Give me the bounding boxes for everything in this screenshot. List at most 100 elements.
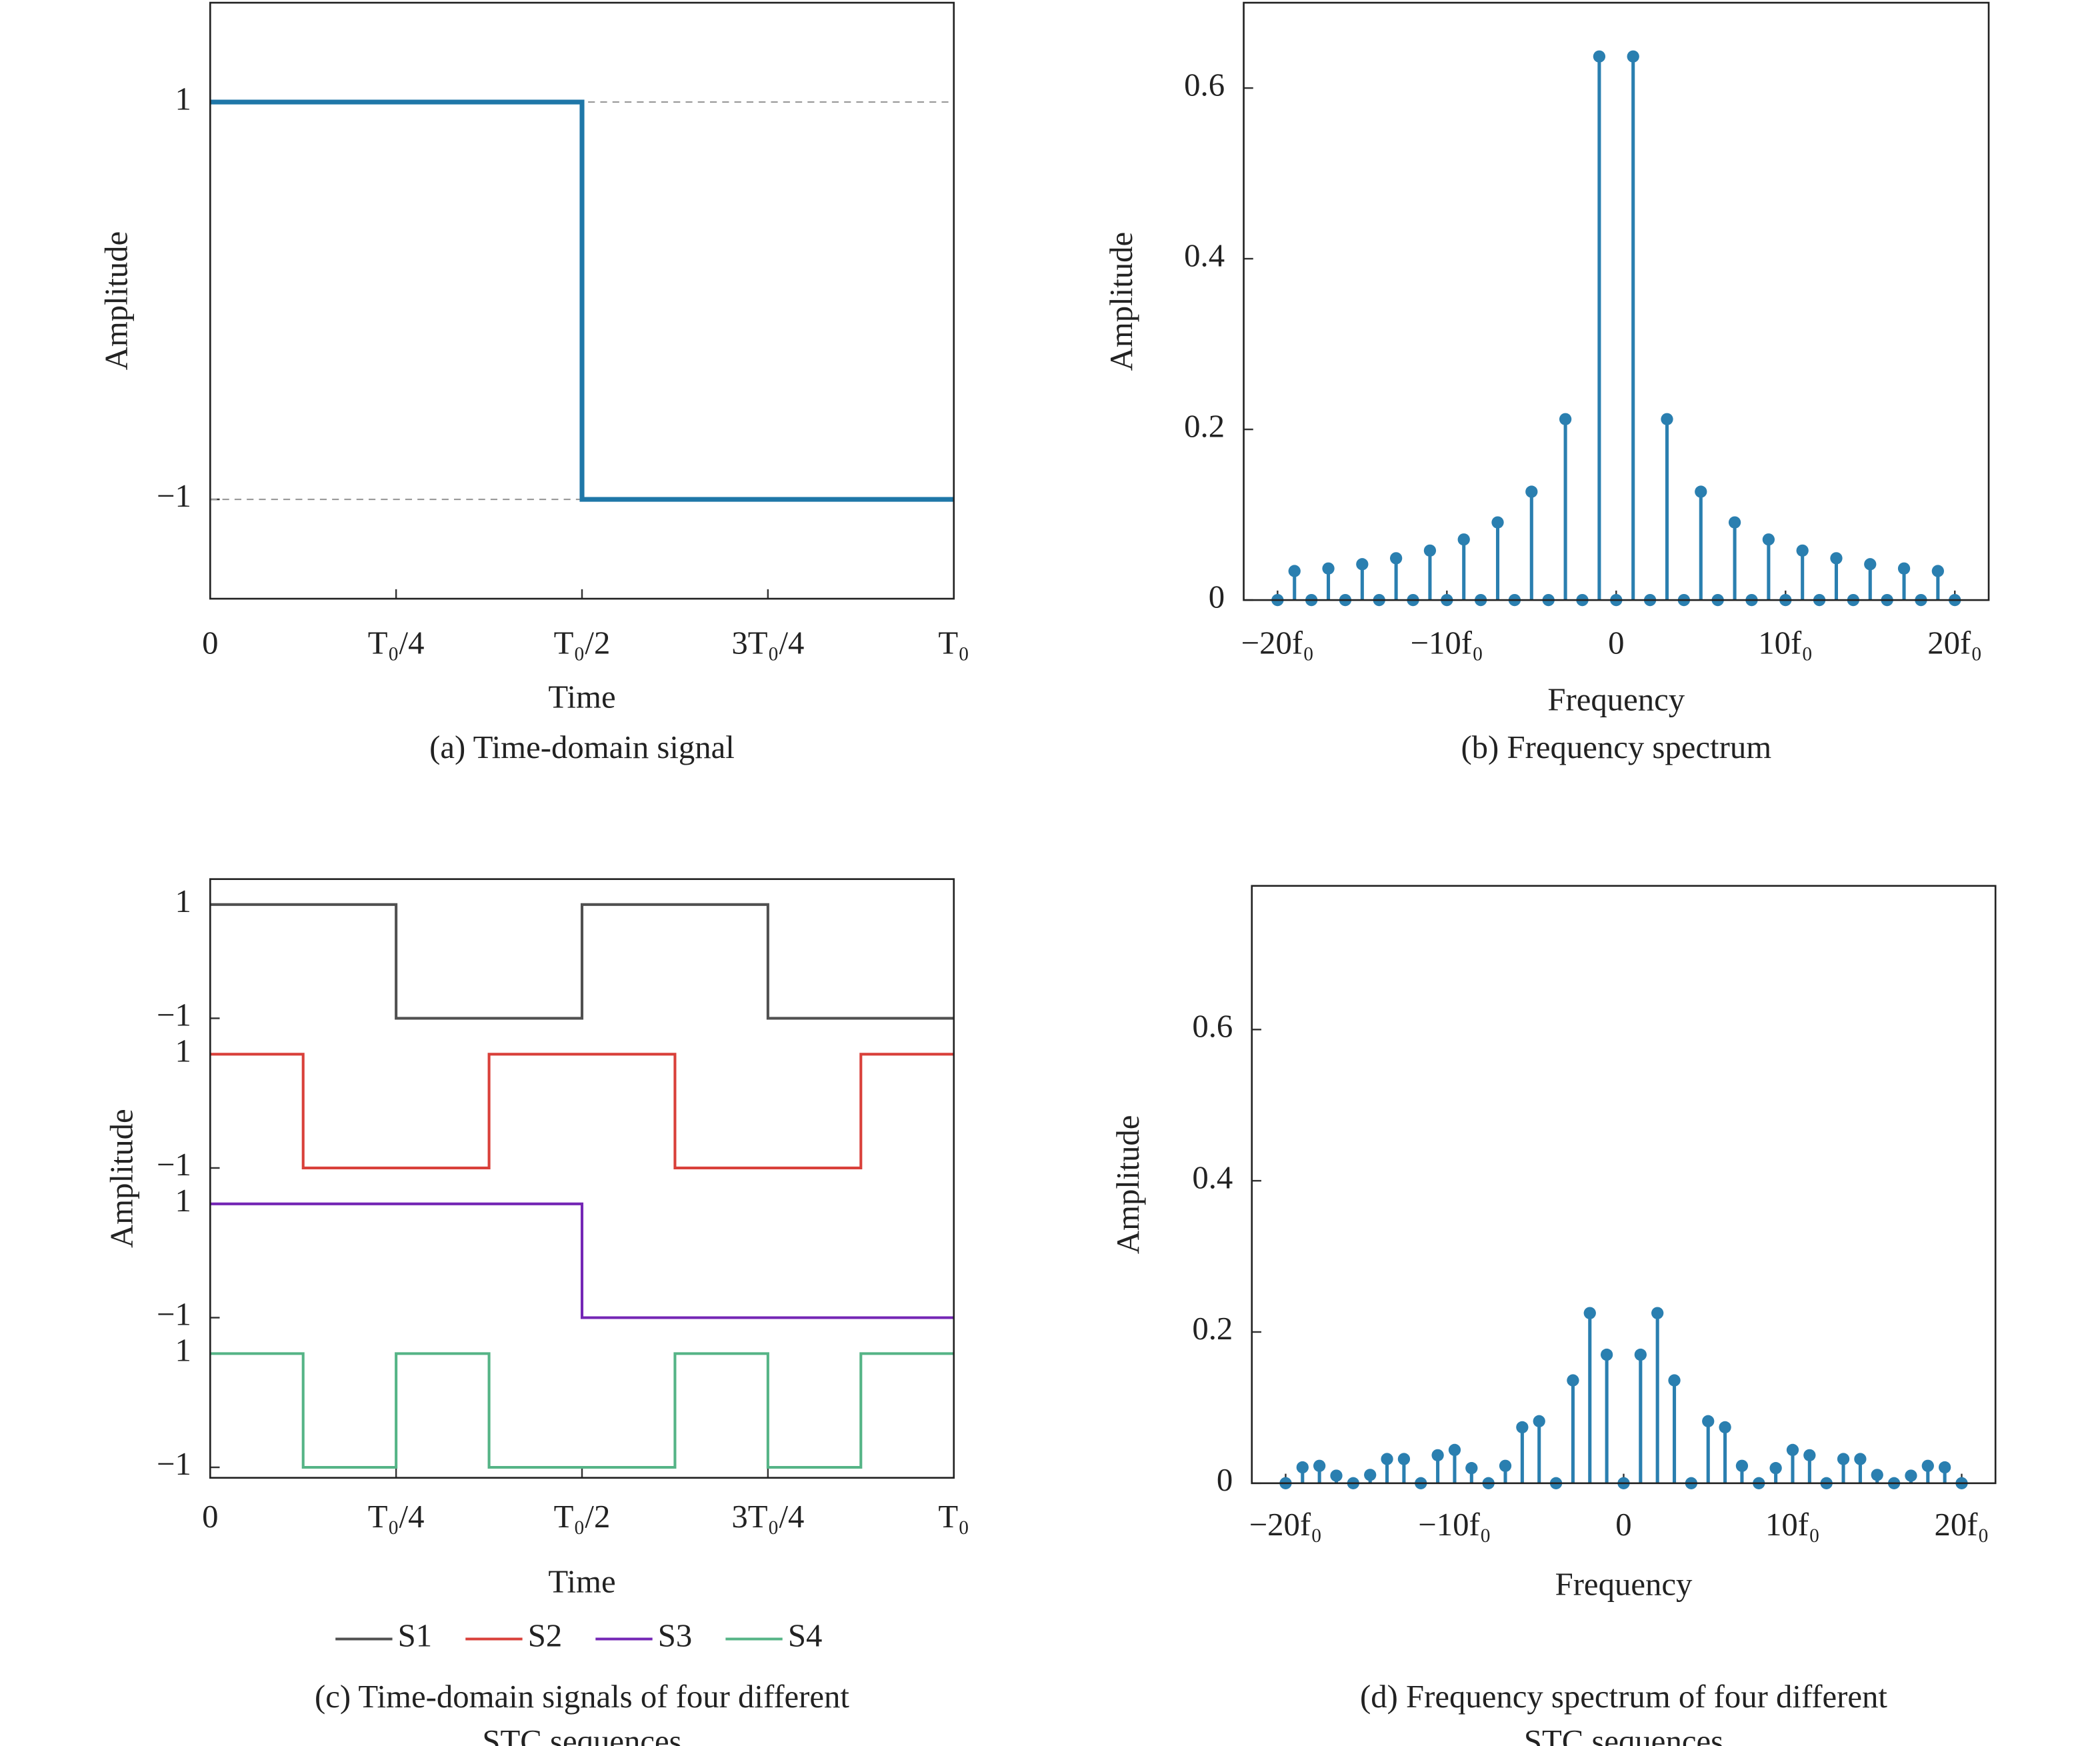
stem-marker [1854, 1453, 1867, 1465]
legend-label: S3 [658, 1618, 693, 1654]
stem-marker [1837, 1453, 1850, 1465]
x-tick-label: −10f₀ [1411, 625, 1483, 661]
plot-frame [209, 878, 955, 1479]
x-tick-label: −20f₀ [1241, 625, 1314, 661]
y-axis-label: Amplitude [1103, 232, 1139, 371]
y-tick-label: 0 [1217, 1462, 1233, 1498]
stem-marker [1381, 1453, 1393, 1465]
stem-marker [1533, 1415, 1545, 1427]
stem-marker [1559, 413, 1572, 425]
stem-marker [1939, 1461, 1951, 1474]
x-axis-label: Time [548, 1563, 615, 1599]
x-tick-label: T₀ [938, 1499, 969, 1535]
x-tick-label: −20f₀ [1249, 1507, 1322, 1543]
stem-marker [1364, 1469, 1377, 1481]
y-tick-label: 0.4 [1192, 1159, 1233, 1195]
stem-marker [1702, 1415, 1715, 1427]
plot-frame [1243, 1, 1990, 601]
stem-marker [1516, 1421, 1529, 1434]
stem-marker [1634, 1348, 1647, 1361]
stem-marker [1525, 485, 1538, 498]
stem-marker [1491, 516, 1504, 529]
x-tick-label: 3T₀/4 [731, 625, 804, 661]
y-tick-label: 1 [175, 1033, 191, 1069]
stem-marker [1786, 1443, 1799, 1457]
stem-marker [1769, 1462, 1782, 1475]
caption: (b) Frequency spectrum [1461, 729, 1771, 765]
x-axis-label: Time [548, 679, 615, 715]
x-tick-label: 10f₀ [1758, 625, 1813, 661]
stem-marker [1830, 552, 1843, 565]
signal-line [210, 903, 954, 1020]
x-tick-label: 0 [1608, 625, 1624, 661]
y-axis-label: Amplitude [98, 231, 134, 371]
stem-marker [1457, 533, 1470, 546]
signal-line [210, 1053, 954, 1169]
stem-marker [1288, 565, 1301, 577]
y-tick-label: 0.6 [1184, 67, 1225, 103]
x-tick-label: T₀/2 [554, 1499, 611, 1535]
stem-marker [1593, 50, 1606, 63]
signal-line [210, 99, 954, 502]
caption: (c) Time-domain signals of four differen… [315, 1679, 849, 1715]
y-tick-label: 0 [1209, 579, 1225, 615]
y-tick-label: 0.4 [1184, 237, 1225, 273]
stem-marker [1728, 516, 1741, 529]
plot-frame [209, 1, 955, 600]
stem-marker [1431, 1449, 1444, 1462]
stem-marker [1762, 533, 1775, 546]
stem-marker [1313, 1459, 1326, 1472]
x-axis-label: Frequency [1547, 682, 1685, 718]
signal-line [210, 1202, 954, 1319]
x-tick-label: 0 [202, 625, 218, 661]
x-tick-label: T₀/2 [554, 625, 611, 661]
stem-marker [1897, 562, 1911, 575]
stem-marker [1330, 1469, 1343, 1482]
stem-marker [1389, 552, 1403, 565]
x-tick-label: 0 [202, 1499, 218, 1535]
stem-marker [1499, 1459, 1512, 1472]
x-tick-label: T₀/4 [368, 625, 425, 661]
stem-marker [1719, 1421, 1731, 1434]
stem-marker [1871, 1469, 1883, 1481]
x-tick-label: 3T₀/4 [731, 1499, 804, 1535]
legend-label: S4 [788, 1618, 823, 1654]
x-tick-label: −10f₀ [1418, 1507, 1491, 1543]
y-tick-label: 1 [175, 1183, 191, 1219]
stem-marker [1567, 1374, 1579, 1387]
stem-marker [1322, 562, 1335, 575]
stem-marker [1356, 558, 1369, 571]
y-tick-label: −1 [157, 997, 191, 1033]
stem-marker [1600, 1348, 1613, 1361]
stem-marker [1735, 1459, 1749, 1472]
stem-marker [1583, 1307, 1596, 1319]
x-tick-label: 0 [1615, 1507, 1631, 1543]
y-axis-label: Amplitude [103, 1109, 139, 1248]
legend-label: S1 [398, 1618, 433, 1654]
signal-line [210, 1352, 954, 1469]
x-tick-label: 20f₀ [1935, 1507, 1989, 1543]
stem-marker [1796, 544, 1809, 557]
y-tick-label: −1 [157, 478, 191, 514]
stem-marker [1931, 565, 1944, 577]
stem-marker [1905, 1469, 1917, 1482]
stem-marker [1921, 1459, 1934, 1472]
legend-label: S2 [528, 1618, 563, 1654]
stem-marker [1661, 413, 1673, 425]
stem-marker [1296, 1461, 1309, 1474]
caption: STC sequences [1524, 1723, 1723, 1746]
x-tick-label: T₀ [938, 625, 969, 661]
x-axis-label: Frequency [1555, 1566, 1693, 1602]
caption: STC sequences [482, 1723, 681, 1746]
y-tick-label: 1 [175, 81, 191, 117]
x-tick-label: 10f₀ [1765, 1507, 1820, 1543]
stem-marker [1864, 558, 1877, 571]
stem-marker [1651, 1307, 1664, 1319]
plot-frame [1251, 885, 1997, 1485]
y-axis-label: Amplitude [1110, 1115, 1146, 1255]
y-tick-label: −1 [157, 1446, 191, 1482]
stem-marker [1668, 1374, 1681, 1387]
y-tick-label: −1 [157, 1147, 191, 1183]
